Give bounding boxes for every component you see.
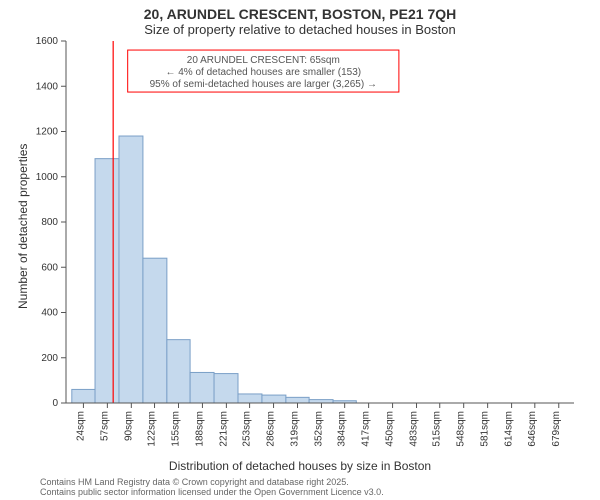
y-axis-label: Number of detached properties bbox=[16, 143, 30, 308]
attribution-footer: Contains HM Land Registry data © Crown c… bbox=[0, 473, 600, 497]
histogram-bar bbox=[214, 374, 238, 403]
x-tick-label: 57sqm bbox=[99, 411, 110, 441]
y-tick-label: 1200 bbox=[36, 127, 59, 138]
y-tick-label: 400 bbox=[41, 308, 58, 319]
y-tick-label: 200 bbox=[41, 353, 58, 364]
histogram-bar bbox=[72, 389, 95, 403]
histogram-bar bbox=[119, 136, 143, 403]
annotation-line: 95% of semi-detached houses are larger (… bbox=[150, 79, 377, 90]
y-tick-label: 1000 bbox=[36, 172, 59, 183]
histogram-chart: 0 200 400 600 800 1000 1200 1400 1600 24sqm 57sqm 9… bbox=[0, 37, 600, 458]
x-tick-label: 122sqm bbox=[147, 411, 158, 447]
x-tick-label: 483sqm bbox=[409, 411, 420, 447]
x-tick-label: 221sqm bbox=[218, 411, 229, 447]
y-tick-label: 600 bbox=[41, 262, 58, 273]
histogram-bar bbox=[143, 258, 167, 403]
x-tick-label: 515sqm bbox=[432, 411, 443, 447]
x-tick-label: 581sqm bbox=[480, 411, 491, 447]
chart-title-line1: 20, ARUNDEL CRESCENT, BOSTON, PE21 7QH bbox=[0, 6, 600, 22]
x-tick-label: 253sqm bbox=[242, 411, 253, 447]
x-tick-label: 417sqm bbox=[361, 411, 372, 447]
x-tick-label: 24sqm bbox=[75, 411, 86, 441]
footer-line2: Contains public sector information licen… bbox=[40, 487, 600, 497]
x-tick-label: 90sqm bbox=[123, 411, 134, 441]
x-tick-label: 352sqm bbox=[313, 411, 324, 447]
y-tick-label: 800 bbox=[41, 217, 58, 228]
chart-title-line2: Size of property relative to detached ho… bbox=[0, 22, 600, 37]
footer-line1: Contains HM Land Registry data © Crown c… bbox=[40, 477, 600, 487]
y-tick-label: 0 bbox=[52, 398, 58, 409]
x-tick-label: 384sqm bbox=[337, 411, 348, 447]
annotation-line: 20 ARUNDEL CRESCENT: 65sqm bbox=[187, 55, 340, 66]
histogram-bar bbox=[262, 395, 286, 403]
x-tick-label: 614sqm bbox=[504, 411, 515, 447]
chart-container: Number of detached properties 0 200 400 600… bbox=[0, 37, 600, 473]
x-tick-label: 286sqm bbox=[266, 411, 277, 447]
x-tick-label: 646sqm bbox=[527, 411, 538, 447]
x-tick-label: 450sqm bbox=[385, 411, 396, 447]
histogram-bar bbox=[95, 159, 119, 403]
histogram-bar bbox=[238, 394, 262, 403]
x-tick-label: 319sqm bbox=[290, 411, 301, 447]
histogram-bar bbox=[286, 397, 309, 403]
histogram-bar bbox=[309, 400, 333, 403]
y-tick-label: 1600 bbox=[36, 37, 59, 47]
annotation-line: ← 4% of detached houses are smaller (153… bbox=[165, 67, 361, 78]
x-axis-label: Distribution of detached houses by size … bbox=[0, 459, 600, 473]
chart-title-block: 20, ARUNDEL CRESCENT, BOSTON, PE21 7QH S… bbox=[0, 0, 600, 37]
x-tick-label: 155sqm bbox=[170, 411, 181, 447]
y-tick-label: 1400 bbox=[36, 81, 59, 92]
x-tick-label: 548sqm bbox=[456, 411, 467, 447]
histogram-bar bbox=[167, 340, 190, 403]
x-tick-label: 679sqm bbox=[551, 411, 562, 447]
x-tick-label: 188sqm bbox=[194, 411, 205, 447]
histogram-bar bbox=[190, 372, 214, 403]
